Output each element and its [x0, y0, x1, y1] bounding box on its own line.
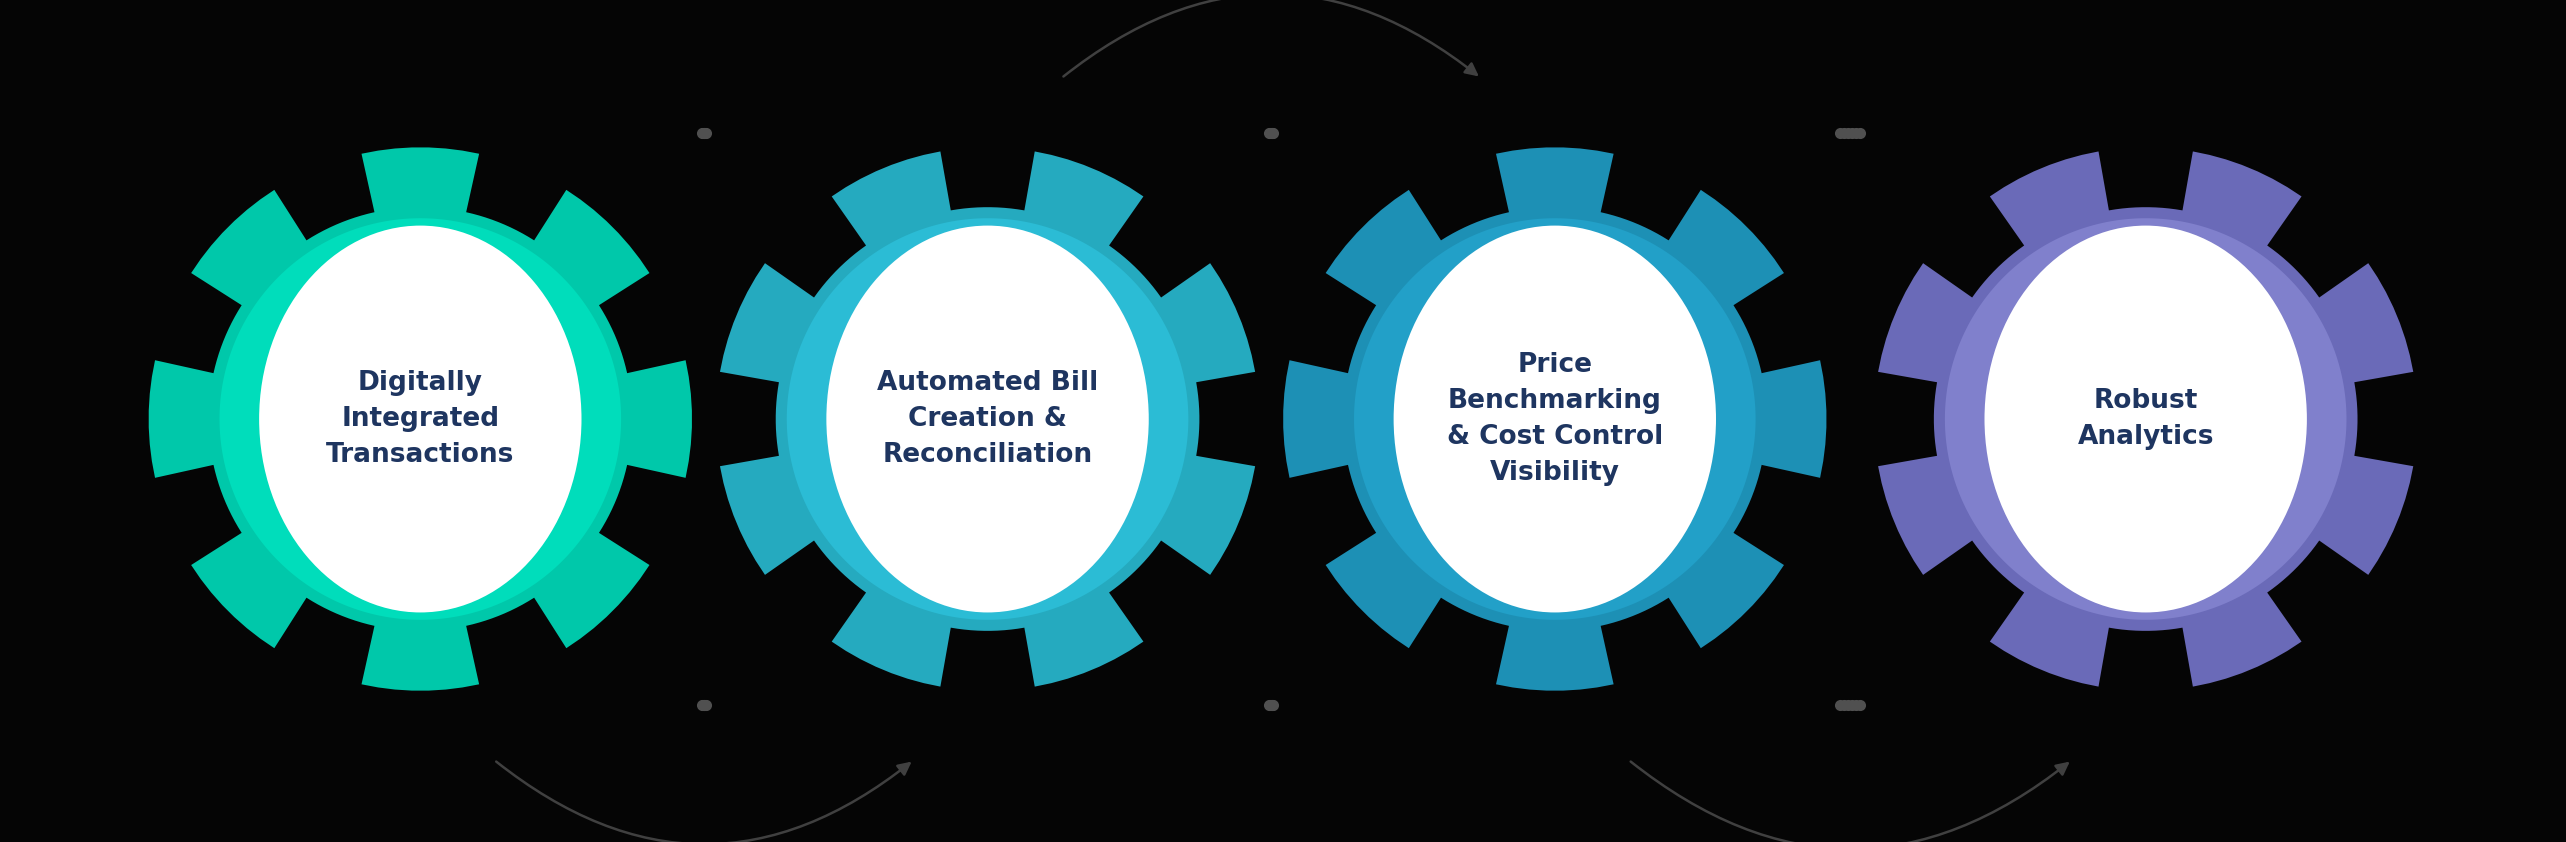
Polygon shape: [1355, 218, 1755, 620]
Ellipse shape: [826, 226, 1150, 612]
Text: Price
Benchmarking
& Cost Control
Visibility: Price Benchmarking & Cost Control Visibi…: [1447, 352, 1663, 486]
Text: Digitally
Integrated
Transactions: Digitally Integrated Transactions: [326, 370, 516, 468]
Ellipse shape: [1984, 226, 2307, 612]
Polygon shape: [721, 152, 1255, 686]
Polygon shape: [788, 218, 1188, 620]
Ellipse shape: [1393, 226, 1717, 612]
Polygon shape: [1945, 218, 2345, 620]
Text: Automated Bill
Creation &
Reconciliation: Automated Bill Creation & Reconciliation: [878, 370, 1098, 468]
Polygon shape: [1878, 152, 2412, 686]
Polygon shape: [149, 147, 693, 690]
Ellipse shape: [259, 226, 582, 612]
Text: Robust
Analytics: Robust Analytics: [2078, 388, 2214, 450]
Polygon shape: [221, 218, 621, 620]
Polygon shape: [1283, 147, 1827, 690]
